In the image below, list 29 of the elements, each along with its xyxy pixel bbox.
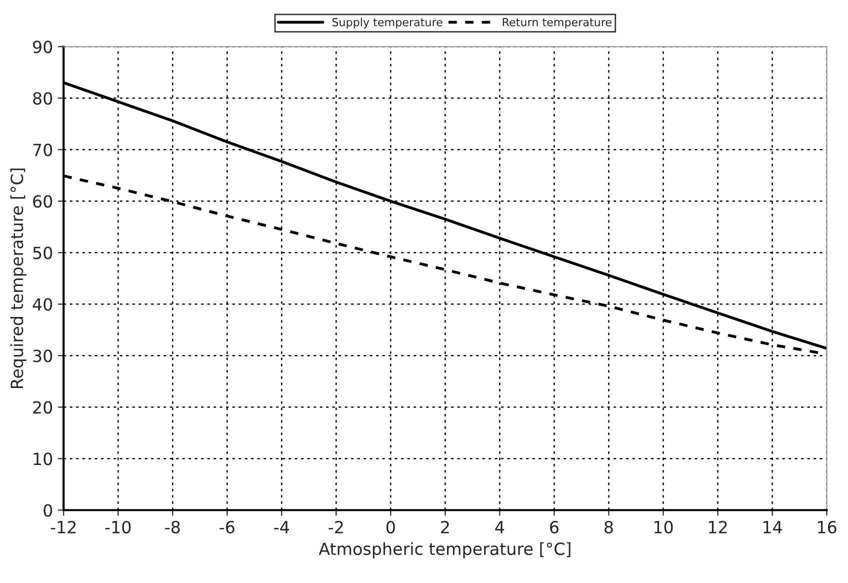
x-tick-label: -10 xyxy=(105,520,131,534)
y-tick-label: 10 xyxy=(34,452,52,466)
x-tick-label: 16 xyxy=(818,520,836,534)
y-tick-label: 90 xyxy=(33,40,52,54)
y-tick-label: 60 xyxy=(33,195,52,208)
x-tick-label: 12 xyxy=(709,520,727,534)
y-tick-label: 0 xyxy=(44,504,52,517)
x-tick-label: -4 xyxy=(274,521,290,534)
x-tick-label: 14 xyxy=(764,521,782,534)
x-axis-title: Atmospheric temperature [°C] xyxy=(318,542,570,558)
y-axis-title: Required temperature [°C] xyxy=(10,168,26,388)
legend-label: Supply temperature xyxy=(332,18,442,28)
x-tick-label: 6 xyxy=(550,520,558,534)
x-tick-label: -2 xyxy=(328,520,343,534)
x-tick-label: 0 xyxy=(386,520,395,534)
x-tick-label: -8 xyxy=(165,520,180,534)
y-tick-label: 80 xyxy=(33,92,52,105)
x-tick-label: -6 xyxy=(220,520,234,534)
y-tick-label: 30 xyxy=(33,350,52,362)
y-tick-label: 40 xyxy=(32,298,52,311)
x-tick-label: 10 xyxy=(654,520,673,534)
x-tick-label: 8 xyxy=(604,520,613,534)
x-tick-label: 2 xyxy=(441,520,449,534)
x-tick-label: 4 xyxy=(495,521,504,534)
y-tick-label: 70 xyxy=(33,144,52,156)
y-tick-label: 50 xyxy=(33,246,52,260)
legend-label: Return temperature xyxy=(502,18,612,28)
x-tick-label: -12 xyxy=(50,520,76,534)
y-tick-label: 20 xyxy=(33,401,52,414)
